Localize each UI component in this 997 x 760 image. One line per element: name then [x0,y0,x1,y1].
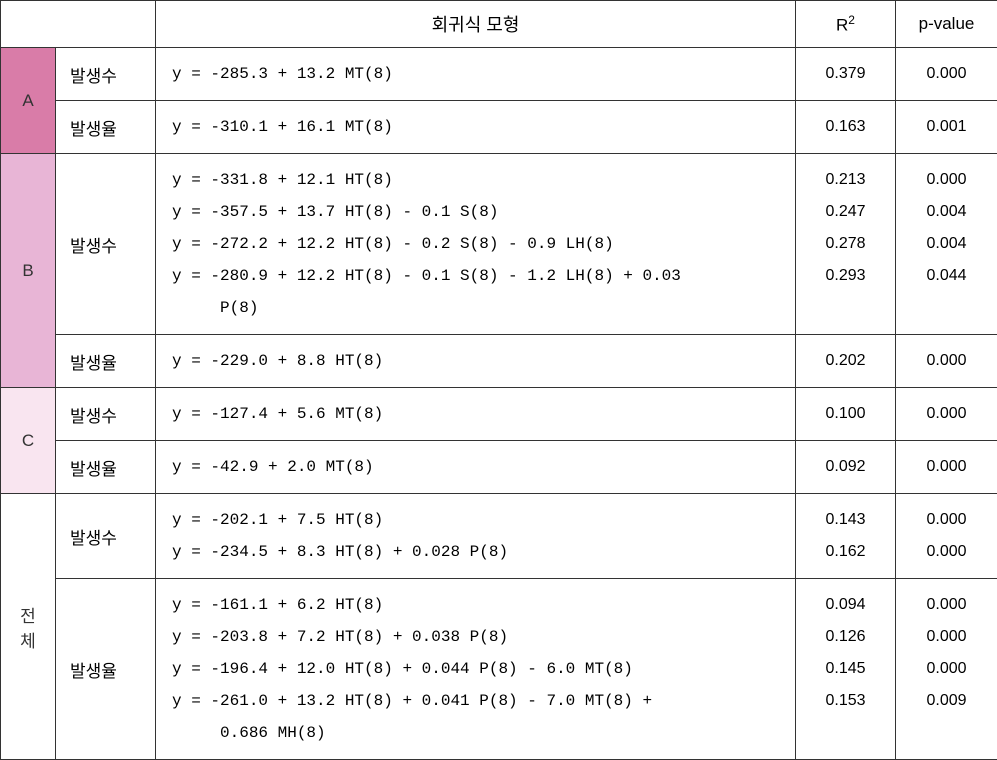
formula-cell: y = -331.8 + 12.1 HT(8) y = -357.5 + 13.… [156,154,796,335]
subcat-cell: 발생율 [56,579,156,760]
pvalue-cell: 0.000 [896,48,997,101]
pvalue-cell: 0.000 [896,335,997,388]
group-label-a: A [1,48,56,154]
subcat-cell: 발생수 [56,154,156,335]
table-row: 발생율 y = -161.1 + 6.2 HT(8) y = -203.8 + … [1,579,997,760]
table-row: 발생율 y = -42.9 + 2.0 MT(8) 0.092 0.000 [1,441,997,494]
header-row: 회귀식 모형 R2 p-value [1,1,997,48]
r2-cell: 0.143 0.162 [796,494,896,579]
group-label-c: C [1,388,56,494]
subcat-cell: 발생수 [56,388,156,441]
subcat-cell: 발생율 [56,441,156,494]
group-label-all: 전 체 [1,494,56,760]
pvalue-cell: 0.000 [896,388,997,441]
r2-cell: 0.163 [796,101,896,154]
formula-cell: y = -161.1 + 6.2 HT(8) y = -203.8 + 7.2 … [156,579,796,760]
formula-cell: y = -229.0 + 8.8 HT(8) [156,335,796,388]
subcat-cell: 발생수 [56,48,156,101]
header-blank [1,1,156,48]
table-row: 전 체 발생수 y = -202.1 + 7.5 HT(8) y = -234.… [1,494,997,579]
formula-cell: y = -202.1 + 7.5 HT(8) y = -234.5 + 8.3 … [156,494,796,579]
pvalue-cell: 0.000 [896,441,997,494]
subcat-cell: 발생율 [56,101,156,154]
r2-cell: 0.094 0.126 0.145 0.153 [796,579,896,760]
subcat-cell: 발생수 [56,494,156,579]
formula-cell: y = -127.4 + 5.6 MT(8) [156,388,796,441]
table-row: C 발생수 y = -127.4 + 5.6 MT(8) 0.100 0.000 [1,388,997,441]
header-r2: R2 [796,1,896,48]
formula-cell: y = -285.3 + 13.2 MT(8) [156,48,796,101]
pvalue-cell: 0.000 0.000 [896,494,997,579]
r2-cell: 0.100 [796,388,896,441]
subcat-cell: 발생율 [56,335,156,388]
pvalue-cell: 0.001 [896,101,997,154]
formula-cell: y = -42.9 + 2.0 MT(8) [156,441,796,494]
group-label-b: B [1,154,56,388]
r2-cell: 0.213 0.247 0.278 0.293 [796,154,896,335]
formula-cell: y = -310.1 + 16.1 MT(8) [156,101,796,154]
r2-cell: 0.092 [796,441,896,494]
table-row: A 발생수 y = -285.3 + 13.2 MT(8) 0.379 0.00… [1,48,997,101]
r2-cell: 0.202 [796,335,896,388]
r2-cell: 0.379 [796,48,896,101]
header-pvalue: p-value [896,1,997,48]
pvalue-cell: 0.000 0.000 0.000 0.009 [896,579,997,760]
table-row: B 발생수 y = -331.8 + 12.1 HT(8) y = -357.5… [1,154,997,335]
table-row: 발생율 y = -310.1 + 16.1 MT(8) 0.163 0.001 [1,101,997,154]
regression-table: 회귀식 모형 R2 p-value A 발생수 y = -285.3 + 13.… [0,0,997,760]
pvalue-cell: 0.000 0.004 0.004 0.044 [896,154,997,335]
header-formula: 회귀식 모형 [156,1,796,48]
table-row: 발생율 y = -229.0 + 8.8 HT(8) 0.202 0.000 [1,335,997,388]
